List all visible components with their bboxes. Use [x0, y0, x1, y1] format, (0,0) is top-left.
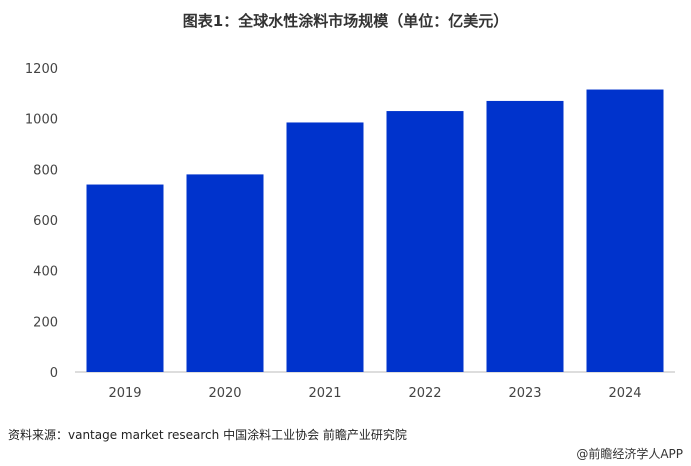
y-tick-label: 1200 [25, 62, 58, 77]
y-tick-label: 400 [33, 265, 58, 280]
x-tick-label: 2024 [608, 386, 641, 401]
chart-title: 图表1：全球水性涂料市场规模（单位：亿美元） [182, 12, 509, 30]
x-tick-label: 2021 [308, 386, 341, 401]
y-tick-label: 200 [33, 315, 58, 330]
x-tick-label: 2023 [508, 386, 541, 401]
y-tick-label: 1000 [25, 113, 58, 128]
bar-2024 [586, 89, 664, 373]
x-tick-label: 2022 [408, 386, 441, 401]
bar-2020 [186, 174, 264, 372]
brand-watermark: @前瞻经济学人APP [576, 447, 683, 461]
bar-2022 [386, 111, 464, 373]
bar-2019 [86, 184, 164, 372]
y-tick-label: 0 [50, 366, 58, 381]
y-tick-label: 800 [33, 163, 58, 178]
bar-2023 [486, 100, 564, 372]
x-tick-label: 2020 [208, 386, 241, 401]
source-note: 资料来源：vantage market research 中国涂料工业协会 前瞻… [8, 428, 407, 442]
x-tick-label: 2019 [108, 386, 141, 401]
bar-2021 [286, 122, 364, 372]
y-tick-label: 600 [33, 214, 58, 229]
